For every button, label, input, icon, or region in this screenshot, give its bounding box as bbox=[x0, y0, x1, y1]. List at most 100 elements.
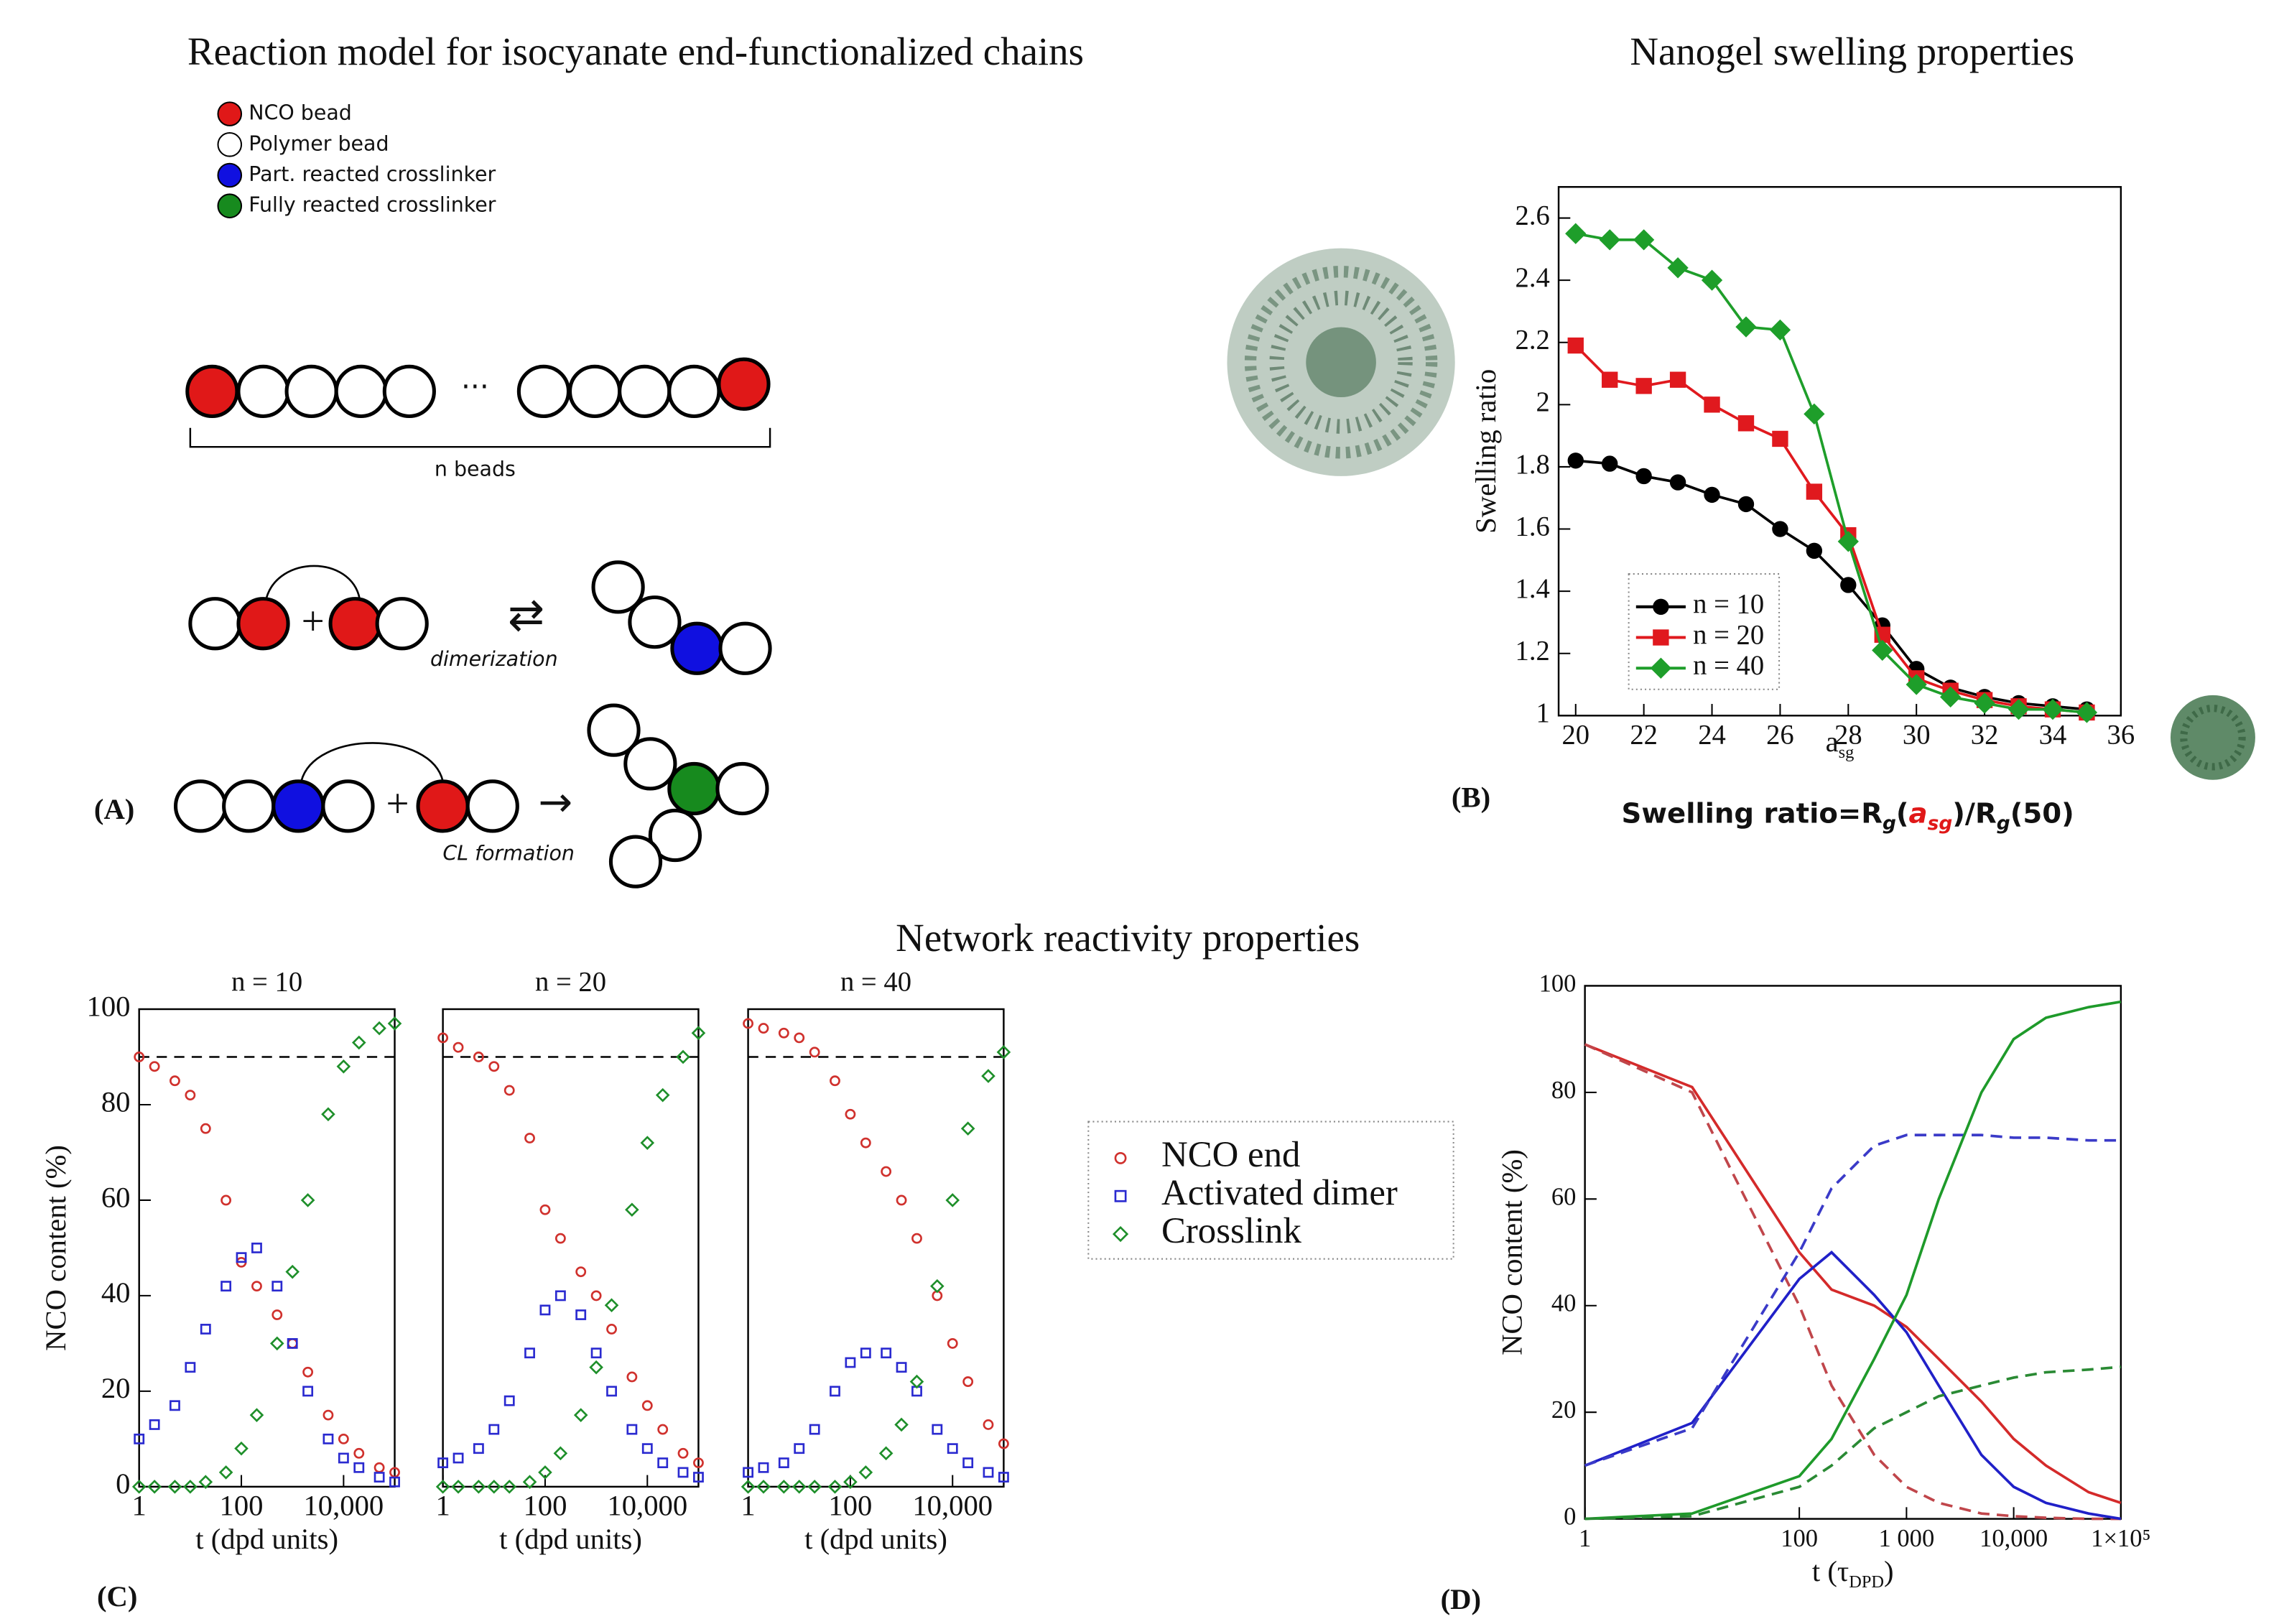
data-point bbox=[134, 1052, 145, 1062]
y-tick-label: 0 bbox=[116, 1467, 130, 1500]
data-point bbox=[287, 1337, 298, 1349]
data-point bbox=[302, 1386, 314, 1397]
plus: + bbox=[386, 781, 409, 826]
data-point bbox=[183, 1480, 198, 1494]
subplot-title: n = 20 bbox=[535, 967, 606, 997]
swelling-formula: Swelling ratio=Rg(asg)/Rg(50) bbox=[1622, 797, 2074, 834]
x-tick-label: 34 bbox=[2039, 720, 2067, 751]
legend-marker bbox=[1653, 598, 1669, 616]
data-point bbox=[321, 1107, 335, 1122]
data-point bbox=[996, 1045, 1011, 1059]
data-point bbox=[894, 1417, 909, 1432]
data-point bbox=[843, 1475, 858, 1490]
data-point bbox=[1599, 229, 1620, 251]
x-tick-label: 30 bbox=[1903, 720, 1931, 751]
legend-swatch bbox=[217, 101, 243, 126]
data-point bbox=[962, 1376, 974, 1388]
x-axis-label-part: t (dpd units) bbox=[804, 1523, 947, 1555]
x-tick-label: 1 bbox=[132, 1490, 147, 1522]
x-tick-label: 22 bbox=[1630, 720, 1658, 751]
data-point bbox=[1737, 415, 1755, 432]
data-point bbox=[271, 1281, 283, 1292]
x-tick-label: 10,000 bbox=[1979, 1525, 2048, 1552]
data-point bbox=[792, 1480, 807, 1494]
x-tick-label: 1 bbox=[435, 1490, 450, 1522]
y-tick-label: 100 bbox=[1539, 970, 1577, 997]
plus: + bbox=[302, 598, 325, 644]
formula-part: sg bbox=[1928, 812, 1953, 834]
legend-label: Crosslink bbox=[1161, 1210, 1301, 1251]
data-point bbox=[452, 1452, 464, 1464]
legend-marker bbox=[1653, 629, 1669, 646]
x-axis-label: asg bbox=[1826, 725, 1855, 761]
data-point bbox=[827, 1480, 843, 1494]
panel-a-title: Reaction model for isocyanate end-functi… bbox=[187, 29, 1084, 73]
y-axis-label: Swelling ratio bbox=[1470, 369, 1502, 534]
data-point bbox=[200, 1324, 211, 1335]
data-point bbox=[981, 1069, 995, 1083]
formula-part: a bbox=[1909, 797, 1928, 830]
data-point bbox=[167, 1480, 182, 1494]
data-point bbox=[524, 1347, 535, 1359]
legend-label: Polymer bead bbox=[249, 131, 389, 155]
data-point bbox=[554, 1233, 566, 1244]
y-tick-label: 20 bbox=[1551, 1396, 1577, 1424]
legend-label: n = 20 bbox=[1693, 620, 1764, 650]
data-point bbox=[930, 1279, 944, 1294]
legend-label: NCO end bbox=[1161, 1134, 1300, 1174]
panel-c-title: Network reactivity properties bbox=[896, 916, 1360, 960]
x-axis-label-part: ) bbox=[1884, 1555, 1894, 1587]
x-tick-label: 1 000 bbox=[1879, 1525, 1935, 1552]
x-axis-label: t (dpd units) bbox=[499, 1523, 642, 1555]
reaction-1 bbox=[188, 560, 772, 675]
data-point bbox=[983, 1467, 994, 1478]
data-point bbox=[539, 1204, 551, 1215]
data-point bbox=[1806, 483, 1823, 500]
data-point bbox=[185, 1362, 196, 1373]
formula-part: (50) bbox=[2010, 797, 2074, 830]
legend-marker bbox=[1114, 1151, 1127, 1164]
data-point bbox=[1633, 229, 1655, 251]
reaction-2 bbox=[173, 703, 769, 888]
data-point bbox=[1974, 692, 1995, 714]
data-point bbox=[625, 1202, 639, 1217]
data-point bbox=[677, 1467, 689, 1478]
data-point bbox=[778, 1457, 789, 1469]
x-tick-label: 1 bbox=[1579, 1525, 1591, 1552]
data-point bbox=[1769, 319, 1791, 341]
data-point bbox=[641, 1443, 653, 1454]
x-axis-label-part: t (dpd units) bbox=[499, 1523, 642, 1555]
data-point bbox=[1635, 468, 1652, 485]
data-point bbox=[626, 1424, 638, 1435]
data-point bbox=[502, 1480, 517, 1494]
data-point bbox=[134, 1433, 145, 1444]
data-point bbox=[1837, 531, 1859, 552]
data-point bbox=[1939, 686, 1962, 707]
data-point bbox=[251, 1281, 262, 1292]
data-point bbox=[693, 1472, 704, 1483]
data-point bbox=[353, 1447, 365, 1459]
data-point bbox=[983, 1419, 994, 1430]
subplot-title: n = 40 bbox=[840, 967, 911, 997]
data-point bbox=[998, 1438, 1009, 1449]
series-line bbox=[1584, 1251, 2122, 1521]
data-point bbox=[947, 1443, 958, 1454]
data-point bbox=[1872, 639, 1893, 662]
ellipsis: ··· bbox=[461, 369, 489, 404]
data-point bbox=[437, 1457, 449, 1469]
data-point bbox=[522, 1475, 537, 1490]
data-point bbox=[234, 1441, 249, 1456]
data-point bbox=[1669, 371, 1686, 388]
chain-label: n beads bbox=[435, 458, 516, 481]
y-tick-label: 80 bbox=[101, 1085, 131, 1118]
subplot-title: n = 10 bbox=[231, 967, 302, 997]
y-tick-label: 60 bbox=[101, 1181, 131, 1213]
data-point bbox=[1667, 257, 1689, 279]
data-point bbox=[503, 1395, 515, 1406]
formula-part: g bbox=[1883, 812, 1896, 834]
data-point bbox=[300, 1193, 315, 1207]
data-point bbox=[881, 1166, 892, 1177]
data-point bbox=[185, 1090, 196, 1101]
y-tick-label: 1.8 bbox=[1516, 450, 1550, 480]
data-point bbox=[1669, 474, 1686, 491]
